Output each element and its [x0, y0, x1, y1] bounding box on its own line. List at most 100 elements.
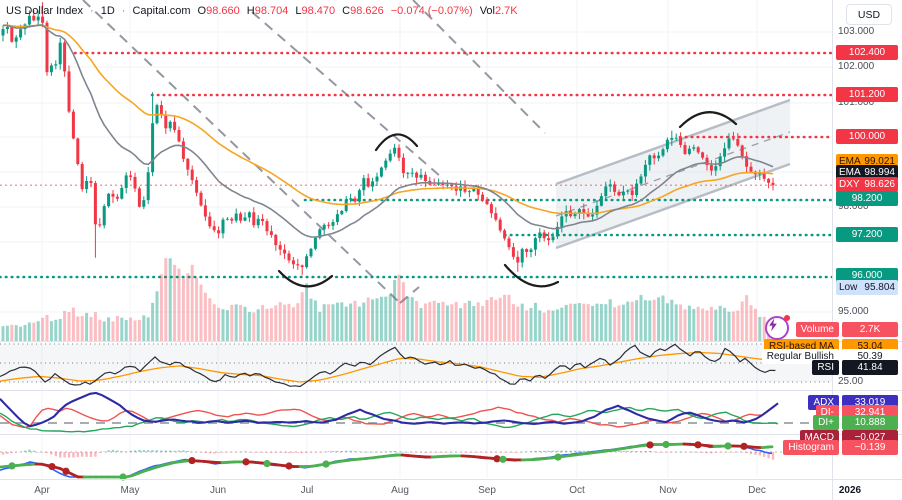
macd-histogram-bar	[59, 452, 62, 458]
macd-histogram-bar	[675, 451, 678, 453]
volume-bar	[630, 301, 634, 341]
volume-bar	[54, 319, 58, 341]
di-plus-line[interactable]	[0, 406, 779, 433]
price-label[interactable]: 102.400	[836, 45, 898, 60]
chart-legend[interactable]: US Dollar Index · 1D · Capital.com O98.6…	[6, 5, 518, 17]
indicator-name[interactable]: RSI	[812, 360, 839, 375]
time-axis-tick[interactable]: Dec	[748, 485, 766, 496]
volume-bar	[586, 304, 590, 341]
time-axis-tick[interactable]: Jul	[300, 485, 314, 496]
rsi-line[interactable]	[0, 343, 776, 388]
macd-histogram-bar	[727, 452, 731, 453]
legend-separator: ·	[90, 5, 94, 17]
time-axis-tick[interactable]: May	[120, 485, 140, 496]
macd-histogram-bar	[41, 452, 44, 453]
price-label[interactable]: 100.000	[836, 129, 898, 144]
di-minus-line[interactable]	[0, 402, 779, 429]
time-axis-tick[interactable]: Nov	[659, 485, 677, 496]
arc-over-nov-high[interactable]	[678, 111, 738, 129]
interval-label[interactable]: 1D	[100, 5, 115, 17]
dashed-trendline[interactable]	[399, 286, 420, 304]
candle-body	[71, 111, 75, 139]
indicator-name[interactable]: Histogram	[783, 440, 839, 455]
volume-bar	[283, 304, 287, 341]
volume-bar	[463, 303, 467, 341]
volume-bar	[287, 303, 291, 341]
volume-status-row[interactable]: Volume 2.7K	[795, 322, 898, 337]
time-axis-tick[interactable]: Apr	[34, 485, 50, 496]
candle-body	[696, 147, 700, 153]
dashed-trendline[interactable]	[82, 0, 401, 304]
macd-histogram-bar	[230, 452, 233, 453]
candle-body	[679, 137, 683, 145]
candle-body	[617, 191, 621, 196]
candle-body	[393, 147, 397, 154]
price-axis-tick[interactable]: 95.000	[838, 306, 869, 317]
price-axis-tick[interactable]: 101.000	[838, 97, 875, 108]
price-label[interactable]: 98.200	[836, 191, 898, 206]
macd-histogram-bar	[252, 452, 255, 453]
macd-histogram-bar	[578, 450, 581, 452]
time-axis-tick[interactable]: Sep	[478, 485, 496, 496]
candle-body	[481, 194, 485, 200]
low-price-label[interactable]: Low 95.804	[836, 280, 898, 295]
indicator-name[interactable]: Volume	[795, 322, 839, 337]
di--status-row[interactable]: DI+ 10.888	[813, 415, 898, 430]
volume-bar	[670, 299, 674, 341]
time-axis-tick[interactable]: Aug	[391, 485, 409, 496]
ema-price-label[interactable]: EMA 98.994	[836, 165, 898, 180]
macd-line[interactable]	[0, 443, 773, 478]
channel-lower-line[interactable]	[555, 162, 791, 250]
price-axis-tick[interactable]: 25.00	[838, 376, 864, 387]
price-axis-tick[interactable]: 102.000	[838, 61, 875, 72]
volume-bar	[212, 304, 216, 341]
volume-bar	[151, 302, 155, 341]
volume-bar	[679, 304, 683, 341]
dashed-trendline[interactable]	[412, 0, 546, 134]
arc-under-sep-low[interactable]	[503, 263, 560, 288]
macd-histogram-bar	[375, 451, 379, 453]
flash-quick-trade-icon[interactable]	[765, 315, 790, 340]
macd-signal-dot	[694, 441, 702, 449]
adx-line[interactable]	[0, 391, 779, 428]
candle-body	[533, 238, 537, 250]
volume-bar	[723, 307, 727, 341]
channel-upper-line[interactable]	[555, 98, 791, 186]
indicator-name[interactable]: DI+	[813, 415, 839, 430]
price-axis-tick[interactable]: 103.000	[838, 26, 875, 37]
label-name: EMA	[839, 156, 861, 167]
volume-bar	[595, 303, 599, 341]
macd-signal-dot	[493, 455, 501, 463]
price-label[interactable]: 101.200	[836, 87, 898, 102]
currency-unit-button[interactable]: USD	[846, 4, 892, 25]
price-axis-tick[interactable]: 98.000	[838, 201, 869, 212]
macd-histogram-bar	[569, 450, 572, 452]
volume-bar	[762, 316, 766, 341]
macd-histogram-bar	[243, 451, 247, 452]
macd-histogram-bar	[459, 452, 462, 453]
volume-bar	[278, 302, 282, 341]
price-label[interactable]: 97.200	[836, 227, 898, 242]
histogram-status-row[interactable]: Histogram −0.139	[783, 440, 898, 455]
volume-bar	[555, 309, 559, 341]
volume-bar	[406, 296, 410, 341]
symbol-title[interactable]: US Dollar Index	[6, 5, 84, 17]
time-axis-tick[interactable]: Jun	[209, 485, 227, 496]
volume-bar	[309, 298, 313, 341]
volume-bar	[291, 307, 295, 341]
arc-over-aug-high[interactable]	[374, 133, 419, 152]
candle-body	[652, 155, 656, 159]
candle-body	[247, 212, 251, 218]
ema-fast-line[interactable]	[2, 24, 774, 238]
price-label[interactable]: 96.000	[836, 268, 898, 283]
label-name: DXY	[839, 179, 860, 190]
arc-under-jul-low[interactable]	[277, 269, 334, 288]
dxy-price-label[interactable]: DXY 98.626	[836, 177, 898, 192]
time-axis-tick[interactable]: Oct	[569, 485, 585, 496]
rsi-status-row[interactable]: RSI 41.84	[812, 360, 898, 375]
time-axis-tick[interactable]: 2026	[838, 485, 862, 496]
macd-histogram-bar	[151, 450, 154, 452]
candle-body	[173, 121, 177, 130]
candle-body	[714, 166, 718, 171]
